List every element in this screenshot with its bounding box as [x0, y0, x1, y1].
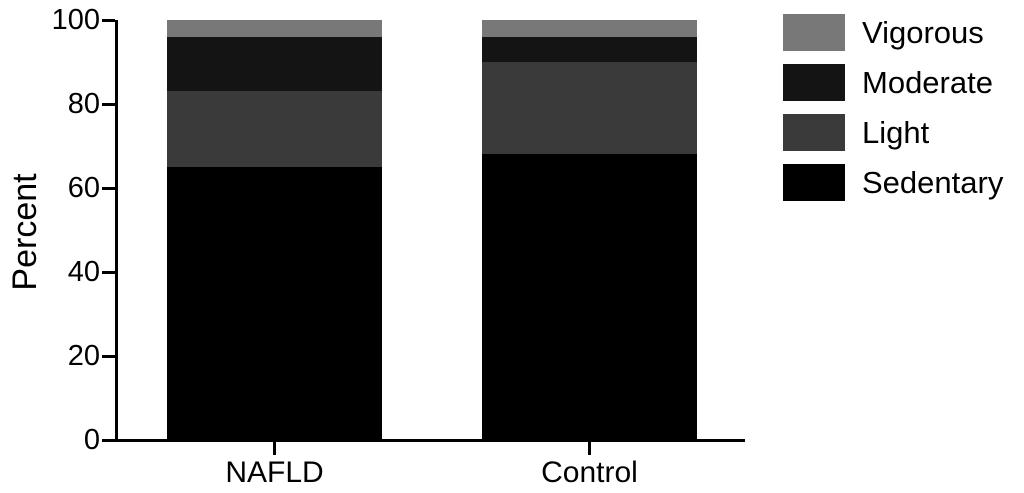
legend-label-sedentary: Sedentary [862, 165, 1004, 200]
legend-swatch-moderate [783, 64, 845, 101]
y-tick-label: 80 [67, 88, 100, 120]
x-tick-label-control: Control [541, 456, 638, 489]
y-axis-title: Percent [6, 173, 44, 291]
x-tick-mark [273, 442, 276, 455]
bar-segment-moderate [167, 36, 382, 92]
y-tick-label: 100 [51, 4, 100, 36]
legend-item-vigorous: Vigorous [783, 14, 1003, 51]
bar-segment-sedentary [482, 154, 697, 440]
y-tick-label: 40 [67, 256, 100, 288]
bar-nafld [167, 20, 382, 440]
legend-swatch-sedentary [783, 164, 845, 201]
y-axis-line [115, 20, 118, 442]
legend-swatch-light [783, 114, 845, 151]
legend-swatch-vigorous [783, 14, 845, 51]
y-tick-mark [102, 270, 115, 274]
legend-item-sedentary: Sedentary [783, 164, 1003, 201]
bar-segment-vigorous [482, 20, 697, 37]
bar-segment-sedentary [167, 167, 382, 440]
legend-label-light: Light [862, 115, 930, 150]
x-tick-label-nafld: NAFLD [225, 456, 324, 489]
bar-segment-light [482, 62, 697, 155]
y-tick-label: 0 [83, 424, 100, 456]
y-tick-mark [102, 102, 115, 106]
y-tick-label: 60 [67, 172, 100, 204]
legend-label-vigorous: Vigorous [862, 15, 984, 50]
y-tick-mark [102, 18, 115, 22]
y-tick-label: 20 [67, 340, 100, 372]
legend-item-light: Light [783, 114, 1003, 151]
legend-item-moderate: Moderate [783, 64, 1003, 101]
legend-label-moderate: Moderate [862, 65, 993, 100]
x-axis-line [115, 439, 745, 442]
bar-segment-light [167, 91, 382, 167]
y-tick-mark [102, 354, 115, 358]
legend: Vigorous Moderate Light Sedentary [783, 14, 1003, 201]
bar-segment-moderate [482, 36, 697, 62]
y-tick-mark [102, 186, 115, 190]
y-tick-mark [102, 438, 115, 442]
bar-control [482, 20, 697, 440]
x-tick-mark [588, 442, 591, 455]
bar-segment-vigorous [167, 20, 382, 37]
